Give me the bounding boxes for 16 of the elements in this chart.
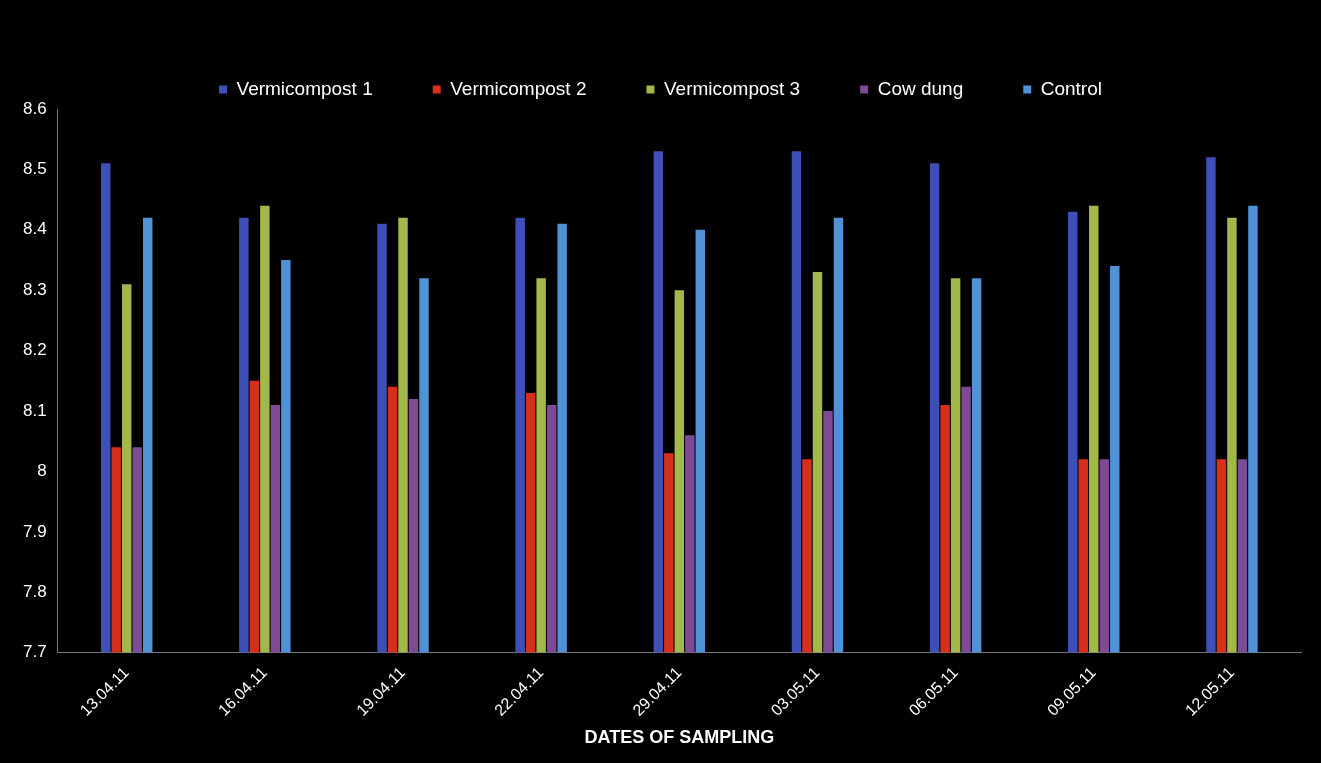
y-tick-label: 8.2 [22,340,47,360]
y-tick-label: 7.7 [22,642,47,662]
y-tick-label: 8.4 [22,219,47,239]
legend-label: Vermicompost 2 [450,77,587,99]
y-tick-label: 7.8 [22,581,47,601]
y-tick-label: 8.5 [22,159,47,179]
y-tick-label: 8.1 [22,400,47,420]
y-tick-label: 8.3 [22,279,47,299]
legend-label: Control [1040,77,1102,99]
x-axis-title: DATES OF SAMPLING [584,727,775,748]
legend-label: Vermicompost 1 [236,77,373,99]
y-tick-label: 7.9 [22,521,47,541]
legend-label: Vermicompost 3 [663,77,801,99]
y-tick-label: 8.6 [22,98,47,118]
y-tick-label: 8 [37,461,47,481]
legend-label: Cow dung [877,77,964,99]
